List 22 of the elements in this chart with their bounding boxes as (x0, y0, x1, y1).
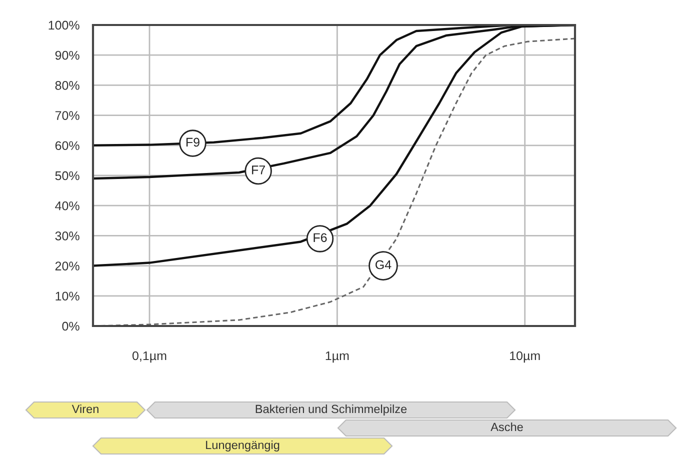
y-tick-label: 30% (55, 232, 80, 240)
y-tick-label: 90% (55, 50, 80, 60)
x-tick-label: 0,1µm (132, 351, 166, 363)
y-tick-label: 100% (48, 20, 80, 30)
text: Lungengängig (206, 440, 280, 452)
y-tick-label: 50% (55, 171, 80, 180)
y-tick-label: 10% (56, 292, 80, 301)
y-tick-label: 70% (55, 111, 80, 120)
text: Bakterien und Schimmelpilze (256, 404, 407, 416)
text: Viren (72, 404, 98, 414)
x-tick-label: 1µm (326, 351, 349, 363)
y-tick-label: 80% (55, 81, 80, 90)
y-tick-label: 60% (55, 141, 80, 150)
series-label: F9 (186, 138, 200, 147)
series-label: F7 (252, 166, 265, 174)
x-tick-label: 10µm (510, 351, 540, 363)
text: Asche (490, 422, 523, 432)
y-tick-label: 40% (55, 201, 80, 210)
series-label: G4 (376, 260, 392, 270)
y-tick-label: 0% (62, 322, 80, 331)
y-tick-label: 20% (55, 262, 80, 270)
series-label: F6 (314, 233, 327, 242)
